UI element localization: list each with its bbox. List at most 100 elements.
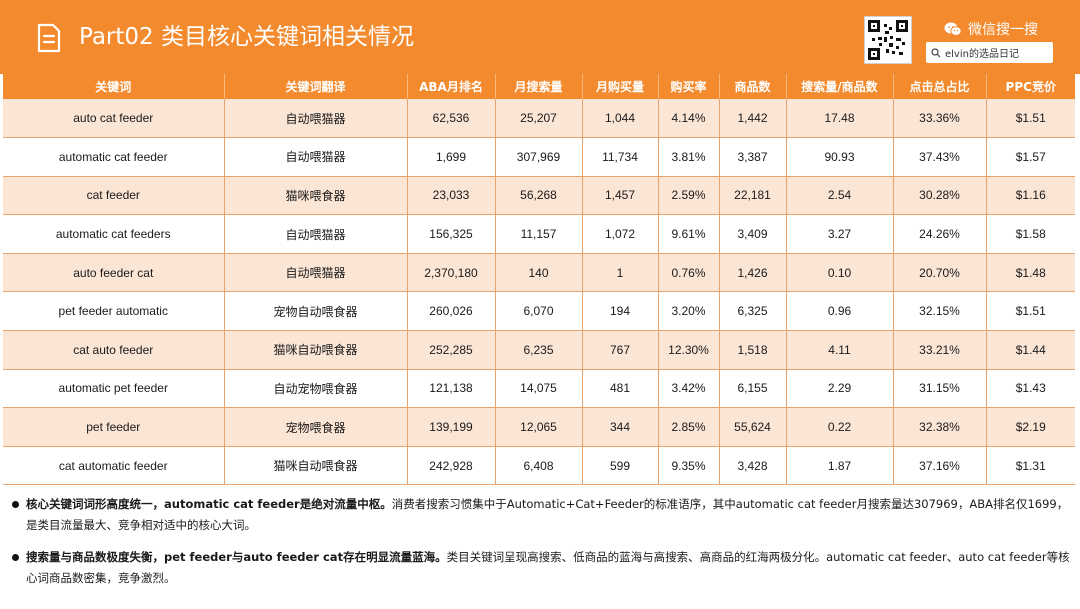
cell-click-share: 31.15% (893, 369, 987, 409)
cell-product-count: 3,387 (719, 137, 787, 177)
column-header-translation: 关键词翻译 (224, 74, 408, 99)
search-input[interactable]: elvin的选品日记 (926, 42, 1053, 63)
cell-monthly-search: 6,235 (495, 330, 583, 370)
cell-search-per-product: 2.29 (786, 369, 894, 409)
cell-product-count: 3,409 (719, 214, 787, 254)
table-header-row: 关键词 关键词翻译 ABA月排名 月搜索量 月购买量 购买率 商品数 搜索量/商… (3, 74, 1075, 99)
cell-purchase-rate: 9.35% (658, 446, 720, 486)
cell-translation: 自动喂猫器 (224, 253, 408, 293)
table-row: cat automatic feeder 猫咪自动喂食器 242,928 6,4… (3, 446, 1075, 486)
cell-ppc-bid: $1.58 (986, 214, 1075, 254)
cell-aba-rank: 121,138 (407, 369, 496, 409)
cell-product-count: 6,325 (719, 291, 787, 332)
document-icon (37, 23, 61, 53)
search-icon (931, 47, 941, 57)
qr-code (864, 16, 912, 64)
cell-aba-rank: 62,536 (407, 99, 496, 139)
cell-aba-rank: 156,325 (407, 214, 496, 254)
cell-monthly-search: 6,408 (495, 446, 583, 486)
cell-keyword: auto feeder cat (3, 253, 225, 293)
cell-monthly-search: 140 (495, 253, 583, 293)
cell-monthly-search: 25,207 (495, 99, 583, 139)
cell-monthly-purchase: 1,072 (582, 214, 659, 254)
cell-keyword: automatic pet feeder (3, 369, 225, 409)
cell-monthly-purchase: 194 (582, 291, 659, 332)
cell-monthly-purchase: 599 (582, 446, 659, 486)
cell-aba-rank: 252,285 (407, 330, 496, 370)
column-header-aba-rank: ABA月排名 (407, 74, 496, 99)
keyword-table: 关键词 关键词翻译 ABA月排名 月搜索量 月购买量 购买率 商品数 搜索量/商… (3, 74, 1075, 486)
cell-ppc-bid: $1.43 (986, 369, 1075, 409)
insight-item: 搜索量与商品数极度失衡，pet feeder与auto feeder cat存在… (10, 547, 1070, 589)
cell-click-share: 32.15% (893, 291, 987, 332)
cell-purchase-rate: 3.42% (658, 369, 720, 409)
cell-aba-rank: 260,026 (407, 291, 496, 332)
cell-click-share: 20.70% (893, 253, 987, 293)
cell-translation: 猫咪喂食器 (224, 176, 408, 216)
cell-ppc-bid: $2.19 (986, 407, 1075, 447)
header-banner: Part02 类目核心关键词相关情况 (0, 0, 1080, 74)
cell-search-per-product: 4.11 (786, 330, 894, 370)
cell-keyword: automatic cat feeder (3, 137, 225, 177)
cell-monthly-purchase: 767 (582, 330, 659, 370)
cell-ppc-bid: $1.48 (986, 253, 1075, 293)
cell-translation: 自动宠物喂食器 (224, 369, 408, 409)
cell-purchase-rate: 2.85% (658, 407, 720, 447)
cell-ppc-bid: $1.51 (986, 99, 1075, 139)
cell-aba-rank: 2,370,180 (407, 253, 496, 293)
cell-translation: 自动喂猫器 (224, 214, 408, 254)
cell-keyword: auto cat feeder (3, 99, 225, 139)
cell-product-count: 6,155 (719, 369, 787, 409)
search-query: elvin的选品日记 (945, 49, 1019, 60)
cell-ppc-bid: $1.31 (986, 446, 1075, 486)
table-row: automatic cat feeders 自动喂猫器 156,325 11,1… (3, 214, 1075, 254)
insight-body: 类目关键词呈现高搜索、低商品的蓝海与高搜索、高商品的红海两极分化。automat… (26, 550, 1070, 585)
cell-keyword: pet feeder automatic (3, 291, 225, 332)
cell-search-per-product: 2.54 (786, 176, 894, 216)
cell-translation: 猫咪自动喂食器 (224, 330, 408, 370)
bullet-icon (12, 501, 19, 508)
cell-monthly-search: 56,268 (495, 176, 583, 216)
cell-aba-rank: 1,699 (407, 137, 496, 177)
cell-aba-rank: 23,033 (407, 176, 496, 216)
cell-purchase-rate: 4.14% (658, 99, 720, 139)
insight-headline: 搜索量与商品数极度失衡，pet feeder与auto feeder cat存在… (26, 550, 447, 564)
cell-monthly-search: 11,157 (495, 214, 583, 254)
column-header-keyword: 关键词 (3, 74, 225, 99)
cell-purchase-rate: 2.59% (658, 176, 720, 216)
cell-product-count: 1,442 (719, 99, 787, 139)
column-header-monthly-search: 月搜索量 (495, 74, 583, 99)
wechat-search-label: 微信搜一搜 (944, 19, 1038, 39)
cell-purchase-rate: 3.81% (658, 137, 720, 177)
cell-product-count: 22,181 (719, 176, 787, 216)
cell-keyword: automatic cat feeders (3, 214, 225, 254)
column-header-monthly-purchase: 月购买量 (582, 74, 659, 99)
table-row: automatic cat feeder 自动喂猫器 1,699 307,969… (3, 137, 1075, 177)
insight-body: 消费者搜索习惯集中于Automatic+Cat+Feeder的标准语序，其中au… (26, 497, 1069, 532)
table-row: automatic pet feeder 自动宠物喂食器 121,138 14,… (3, 369, 1075, 409)
cell-click-share: 30.28% (893, 176, 987, 216)
table-row: pet feeder automatic 宠物自动喂食器 260,026 6,0… (3, 291, 1075, 332)
cell-monthly-purchase: 1,457 (582, 176, 659, 216)
cell-aba-rank: 242,928 (407, 446, 496, 486)
cell-product-count: 55,624 (719, 407, 787, 447)
cell-search-per-product: 0.10 (786, 253, 894, 293)
cell-click-share: 24.26% (893, 214, 987, 254)
cell-product-count: 1,518 (719, 330, 787, 370)
cell-ppc-bid: $1.51 (986, 291, 1075, 332)
table-row: cat feeder 猫咪喂食器 23,033 56,268 1,457 2.5… (3, 176, 1075, 216)
cell-monthly-purchase: 481 (582, 369, 659, 409)
column-header-search-per-product: 搜索量/商品数 (786, 74, 894, 99)
bullet-icon (12, 554, 19, 561)
column-header-ppc-bid: PPC竞价 (986, 74, 1075, 99)
cell-purchase-rate: 3.20% (658, 291, 720, 332)
cell-keyword: pet feeder (3, 407, 225, 447)
cell-search-per-product: 0.22 (786, 407, 894, 447)
cell-keyword: cat auto feeder (3, 330, 225, 370)
cell-ppc-bid: $1.16 (986, 176, 1075, 216)
cell-search-per-product: 3.27 (786, 214, 894, 254)
wechat-icon (944, 22, 962, 36)
cell-monthly-search: 307,969 (495, 137, 583, 177)
cell-click-share: 37.16% (893, 446, 987, 486)
cell-search-per-product: 17.48 (786, 99, 894, 139)
